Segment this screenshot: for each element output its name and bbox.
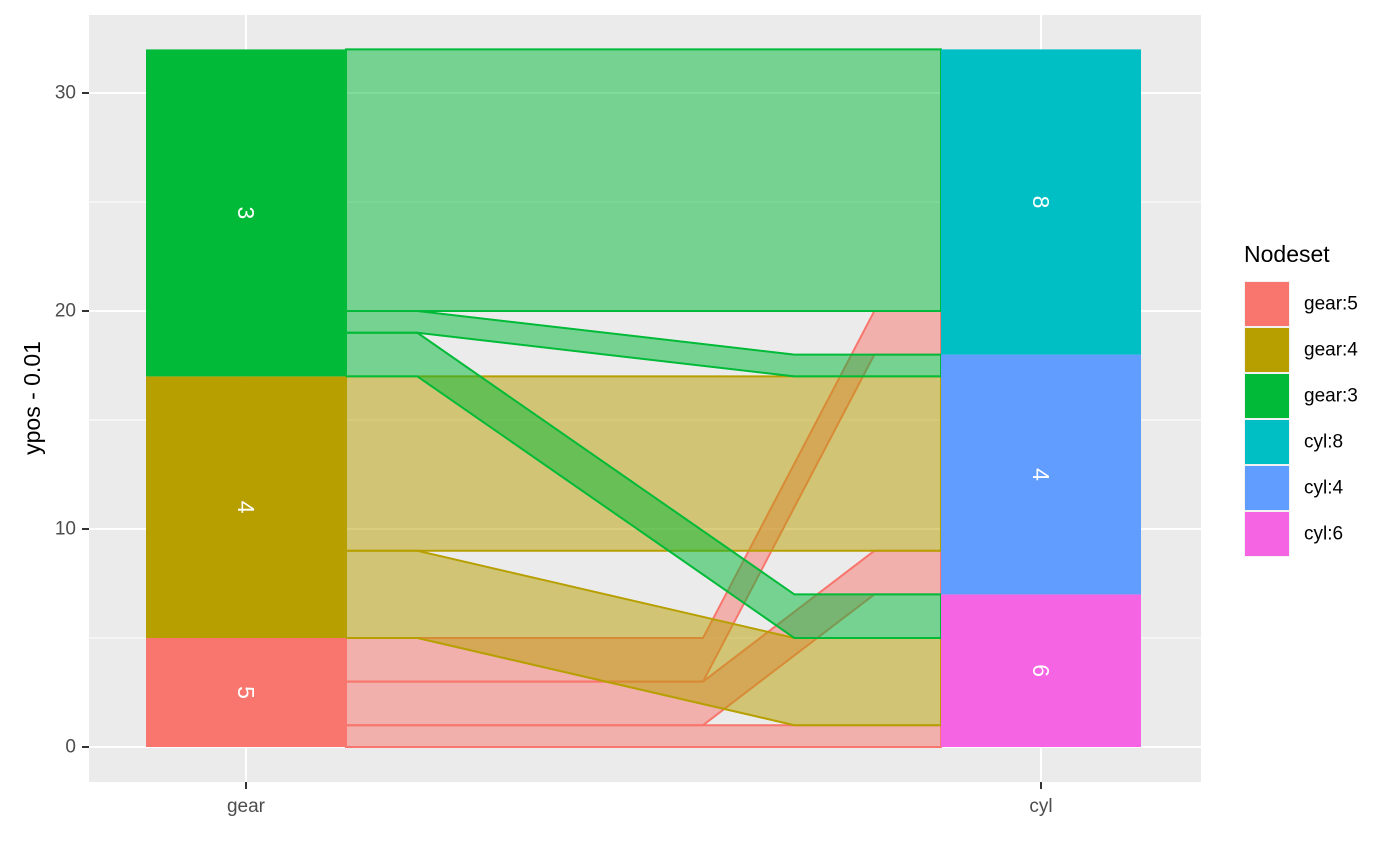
legend-swatch-cyl-4 [1245,466,1289,510]
legend-label-cyl-4: cyl:4 [1304,478,1344,499]
nodes: 5 4 3 6 4 8 [146,49,1141,747]
node-label-cyl-8: 8 [1028,196,1054,209]
y-axis: 0 10 20 30 [55,83,89,758]
y-tick-label: 0 [65,737,76,758]
node-gear-4 [146,376,346,638]
legend: Nodeset gear:5 gear:4 gear:3 cyl:8 cyl:4 cyl:6 [1244,241,1358,557]
x-tick-label-gear: gear [227,796,266,817]
legend-title: Nodeset [1244,241,1330,267]
y-tick-label: 20 [55,301,76,322]
node-label-gear-3: 3 [233,207,259,220]
legend-label-cyl-6: cyl:6 [1304,524,1343,545]
legend-label-gear-5: gear:5 [1304,294,1358,315]
legend-swatch-cyl-6 [1245,512,1289,556]
flow-gear5-cyl6 [345,724,942,748]
legend-label-cyl-8: cyl:8 [1304,432,1343,453]
node-cyl-8 [941,49,1141,355]
y-tick-label: 30 [55,83,76,104]
legend-swatch-gear-4 [1245,328,1289,372]
x-tick-label-cyl: cyl [1029,796,1052,817]
node-gear-3 [146,49,346,377]
flows [345,48,942,748]
node-label-cyl-4: 4 [1028,468,1054,481]
node-label-gear-4: 4 [233,501,259,514]
y-axis-title: ypos - 0.01 [19,341,45,455]
node-label-gear-5: 5 [233,686,259,699]
legend-swatch-cyl-8 [1245,420,1289,464]
node-cyl-4 [941,354,1141,595]
flow-gear3-cyl8 [345,48,942,312]
node-cyl-6 [941,594,1141,747]
legend-label-gear-3: gear:3 [1304,386,1358,407]
legend-label-gear-4: gear:4 [1304,340,1358,361]
node-label-cyl-6: 6 [1028,664,1054,677]
legend-swatch-gear-3 [1245,374,1289,418]
x-axis: gear cyl [227,782,1053,817]
y-tick-label: 10 [55,519,76,540]
legend-swatch-gear-5 [1245,282,1289,326]
node-gear-5 [146,638,346,747]
